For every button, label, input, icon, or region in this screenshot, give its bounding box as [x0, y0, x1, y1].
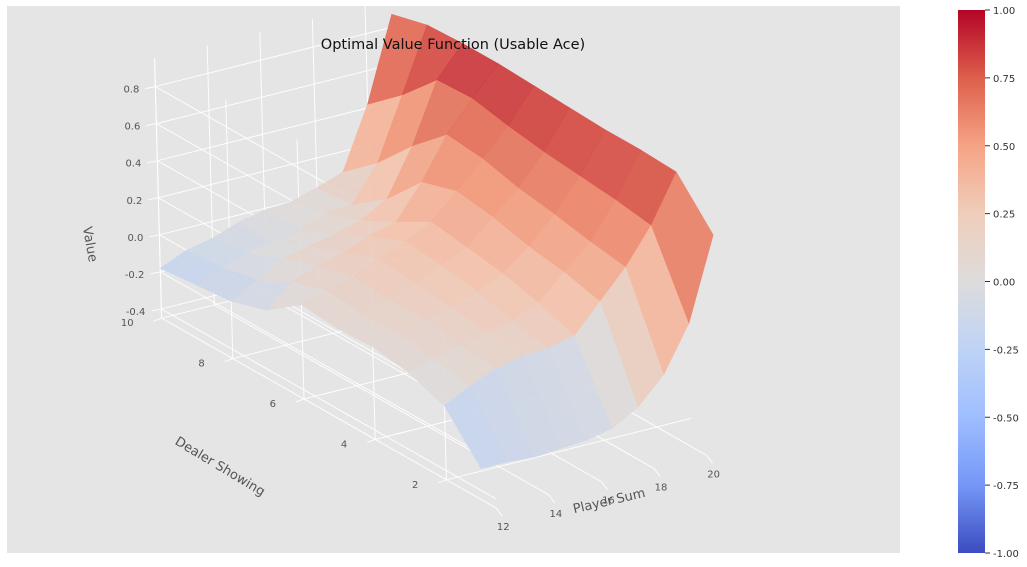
z-axis-label: Value: [79, 226, 100, 264]
grid-line: [155, 24, 401, 88]
y-tick-mark: [438, 479, 447, 484]
chart-title: Optimal Value Function (Usable Ace): [321, 37, 585, 53]
grid-line: [160, 271, 496, 463]
colorbar-tick-label: -0.25: [993, 345, 1019, 356]
colorbar-tick-label: 1.00: [993, 6, 1015, 17]
x-tick-mark: [653, 468, 661, 477]
y-tick-mark: [367, 438, 376, 443]
z-tick-mark: [146, 123, 157, 127]
grid-line: [157, 98, 403, 162]
x-tick-label: 18: [655, 482, 668, 493]
z-tick-mark: [145, 86, 156, 90]
y-tick-mark: [153, 317, 162, 322]
colorbar-ticks: 1.00 0.75 0.50 0.25 0.00 -0.25 -0.50 -0.75 -1.00: [985, 6, 1019, 560]
surface-patch: [650, 171, 714, 324]
colorbar-tick-label: 0.75: [993, 74, 1015, 85]
colorbar-tick-label: -0.75: [993, 481, 1019, 492]
x-tick-mark: [548, 494, 556, 504]
z-tick-label: 0.0: [127, 233, 143, 244]
colorbar-tick-label: 0.25: [993, 210, 1015, 221]
x-tick-mark: [706, 454, 714, 464]
grid-line: [161, 317, 497, 509]
colorbar-tick-label: -1.00: [993, 549, 1019, 560]
grid-line: [161, 308, 497, 500]
z-tick-label: 0.4: [125, 159, 141, 170]
y-tick-mark: [295, 398, 305, 403]
grid-line: [154, 58, 163, 319]
y-tick-mark: [224, 358, 233, 363]
z-tick-label: 0.2: [126, 196, 142, 207]
x-tick-label: 12: [497, 522, 510, 533]
z-tick-mark: [147, 160, 158, 164]
colorbar: [958, 10, 985, 553]
x-tick-mark: [601, 481, 608, 490]
y-tick-label: 10: [121, 318, 134, 329]
y-tick-label: 6: [270, 399, 276, 410]
x-tick-mark: [495, 507, 503, 517]
grid-line: [446, 417, 692, 481]
surface-plot: [159, 13, 714, 469]
z-tick-mark: [150, 271, 161, 275]
z-tick-mark: [149, 234, 160, 238]
x-tick-label: 20: [707, 469, 720, 480]
grid-line: [156, 61, 402, 125]
y-tick-label: 2: [412, 480, 418, 491]
z-tick-label: -0.4: [126, 307, 146, 318]
z-tick-label: 0.6: [124, 122, 140, 133]
z-tick-mark: [148, 197, 159, 201]
y-tick-label: 8: [198, 359, 204, 370]
z-tick-mark: [151, 308, 162, 312]
z-tick-label: 0.8: [123, 85, 139, 96]
axis-ticks: 12 14 16 18 20 2 4 6 8 10-0.4 -0.2 0.0 0.2 0.4 0.6 0.8: [121, 85, 720, 534]
colorbar-tick-label: 0.00: [993, 278, 1015, 289]
y-tick-label: 4: [341, 439, 347, 450]
colorbar-tick-label: -0.50: [993, 413, 1019, 424]
x-tick-label: 16: [602, 496, 615, 507]
z-tick-label: -0.2: [125, 270, 145, 281]
colorbar-tick-label: 0.50: [993, 142, 1015, 153]
x-tick-label: 14: [549, 509, 562, 520]
